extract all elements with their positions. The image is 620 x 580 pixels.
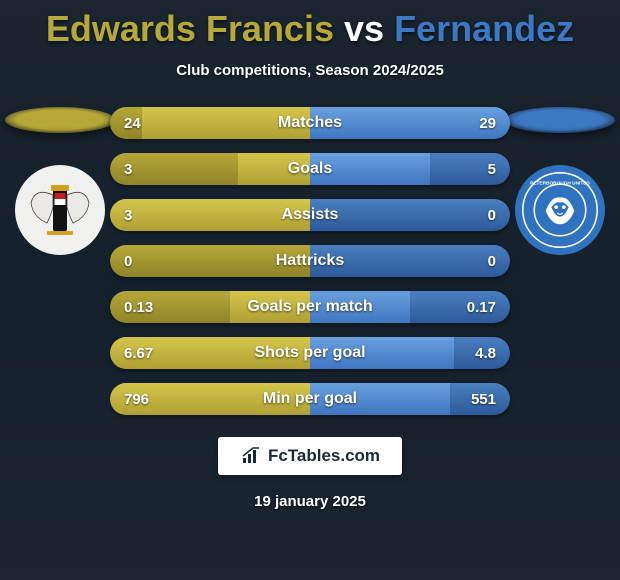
title-vs: vs <box>344 8 384 49</box>
bar-right-fill <box>310 291 410 323</box>
bar-right-fill <box>310 337 454 369</box>
stat-right-value: 0.17 <box>453 291 510 323</box>
right-team-ellipse <box>505 107 615 133</box>
stat-left-value: 0.13 <box>110 291 167 323</box>
stat-right-value: 4.8 <box>461 337 510 369</box>
crest-icon <box>23 173 97 247</box>
left-team-crest <box>15 165 105 255</box>
stat-row: 00Hattricks <box>110 245 510 277</box>
comparison-content: PETERBOROUGH UNITED 2429Matches35Goals30… <box>0 107 620 415</box>
stat-left-value: 3 <box>110 199 146 231</box>
stat-right-value: 0 <box>474 199 510 231</box>
stat-left-value: 0 <box>110 245 146 277</box>
bar-right-fill <box>310 383 450 415</box>
title-player2: Fernandez <box>394 8 574 49</box>
chart-icon <box>240 445 262 467</box>
title-player1: Edwards Francis <box>46 8 334 49</box>
right-team-crest: PETERBOROUGH UNITED <box>515 165 605 255</box>
bar-right-fill <box>310 153 430 185</box>
footer-logo-text: FcTables.com <box>268 446 380 466</box>
stat-right-value: 0 <box>474 245 510 277</box>
right-team-column: PETERBOROUGH UNITED <box>500 107 620 255</box>
stat-row: 0.130.17Goals per match <box>110 291 510 323</box>
stat-bars: 2429Matches35Goals30Assists00Hattricks0.… <box>110 107 510 415</box>
stat-right-value: 551 <box>457 383 510 415</box>
stat-right-value: 5 <box>474 153 510 185</box>
stat-left-value: 3 <box>110 153 146 185</box>
stat-row: 6.674.8Shots per goal <box>110 337 510 369</box>
stat-row: 35Goals <box>110 153 510 185</box>
stat-left-value: 24 <box>110 107 155 139</box>
stat-left-value: 6.67 <box>110 337 167 369</box>
bar-left-fill <box>230 291 310 323</box>
crest-icon: PETERBOROUGH UNITED <box>519 167 601 253</box>
stat-row: 2429Matches <box>110 107 510 139</box>
stat-row: 796551Min per goal <box>110 383 510 415</box>
bar-left-fill <box>238 153 310 185</box>
stat-row: 30Assists <box>110 199 510 231</box>
stat-left-value: 796 <box>110 383 163 415</box>
left-team-column <box>0 107 120 255</box>
stat-right-value: 29 <box>465 107 510 139</box>
footer-logo: FcTables.com <box>218 437 402 475</box>
svg-text:PETERBOROUGH UNITED: PETERBOROUGH UNITED <box>530 180 590 186</box>
comparison-title: Edwards Francis vs Fernandez <box>0 0 620 50</box>
subtitle: Club competitions, Season 2024/2025 <box>0 62 620 79</box>
bar-left-fill <box>142 107 310 139</box>
left-team-ellipse <box>5 107 115 133</box>
footer-date: 19 january 2025 <box>0 493 620 510</box>
